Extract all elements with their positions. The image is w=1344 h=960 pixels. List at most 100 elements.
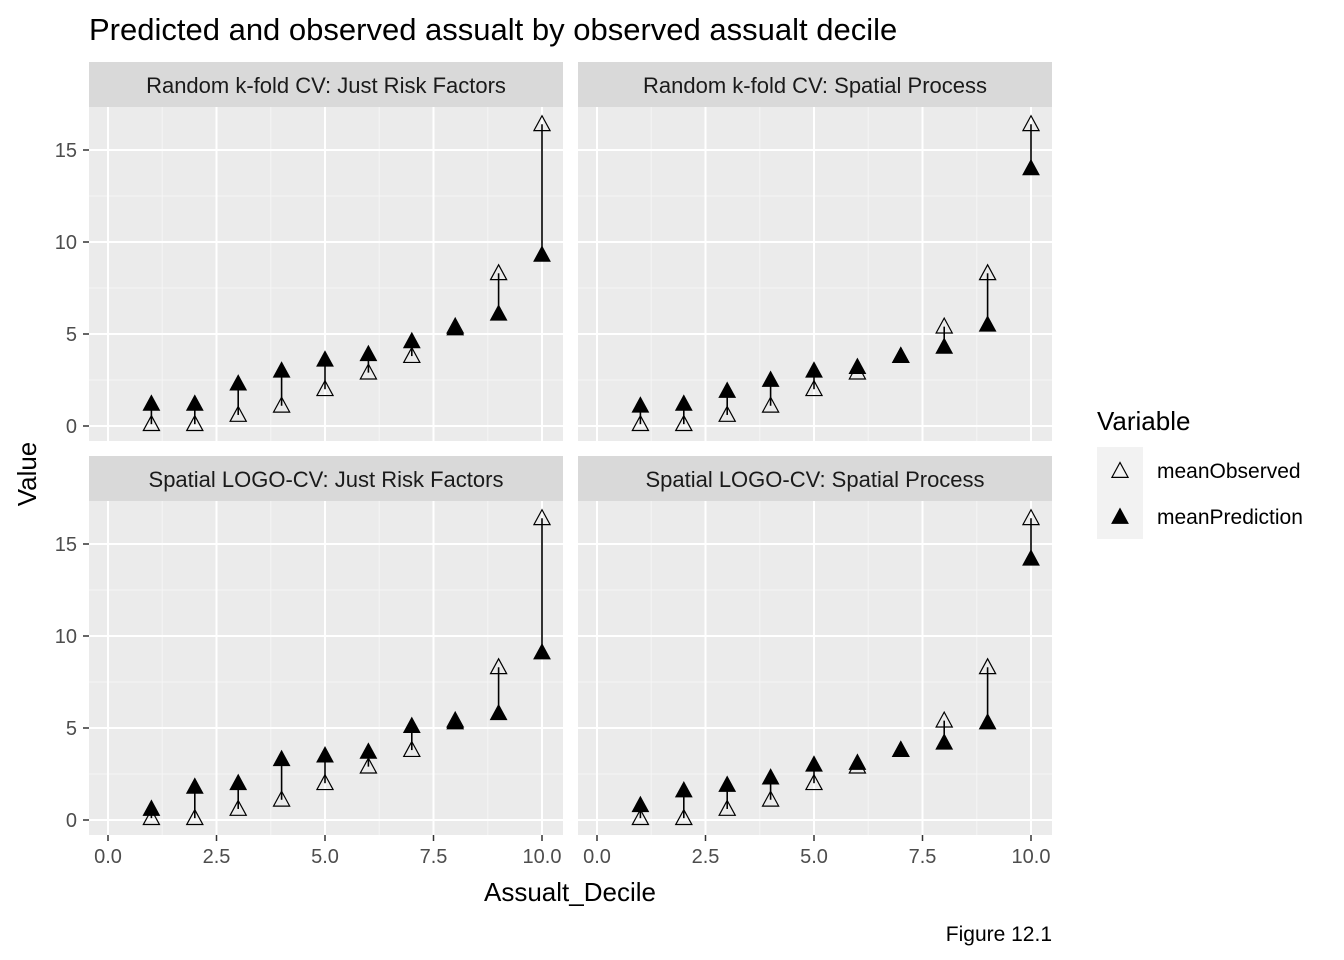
y-tick-label: 10 — [55, 232, 77, 254]
point-mean-prediction — [402, 716, 421, 734]
point-mean-prediction — [142, 394, 161, 411]
point-mean-prediction — [316, 746, 334, 763]
point-mean-observed — [532, 114, 552, 132]
point-mean-observed — [848, 756, 867, 774]
point-mean-prediction — [935, 337, 954, 354]
point-mean-prediction — [359, 344, 378, 362]
point-mean-observed — [674, 414, 693, 432]
point-mean-prediction — [848, 357, 867, 374]
x-axis-title: Assualt_Decile — [484, 877, 656, 907]
legend-entry-label: meanPrediction — [1157, 506, 1303, 529]
point-mean-observed — [142, 808, 161, 826]
facet-strip — [578, 456, 1052, 501]
point-mean-prediction — [978, 315, 997, 332]
point-mean-observed — [185, 808, 204, 826]
point-mean-observed — [761, 396, 780, 413]
y-tick-label: 0 — [66, 810, 77, 832]
point-mean-observed — [631, 808, 650, 826]
x-tick-label: 7.5 — [909, 846, 937, 868]
point-mean-prediction — [805, 755, 823, 772]
point-mean-observed — [891, 346, 910, 364]
y-tick-label: 0 — [66, 416, 77, 438]
point-mean-observed — [446, 316, 465, 334]
chart-title: Predicted and observed assualt by observ… — [89, 12, 897, 47]
facet-panel: Random k-fold CV: Spatial Process — [578, 62, 1052, 441]
point-mean-observed — [489, 263, 508, 281]
point-mean-observed — [935, 710, 954, 728]
point-mean-prediction — [316, 350, 334, 367]
point-mean-observed — [761, 790, 780, 807]
point-mean-observed — [978, 263, 997, 281]
y-tick-label: 5 — [66, 718, 77, 740]
point-mean-observed — [142, 414, 161, 432]
point-mean-observed — [674, 808, 693, 826]
point-mean-observed — [315, 379, 335, 397]
point-mean-observed — [315, 773, 335, 791]
point-mean-prediction — [935, 733, 954, 750]
point-mean-observed — [446, 710, 465, 728]
panels: Random k-fold CV: Just Risk Factors 0 5 10 1… — [55, 62, 1052, 868]
figure-caption: Figure 12.1 — [946, 923, 1052, 946]
facet-strip — [578, 62, 1052, 107]
y-tick-label: 10 — [55, 626, 77, 648]
facet-panel: Spatial LOGO-CV: Just Risk Factors 0 5 10 15… — [55, 456, 563, 868]
x-tick-label: 10.0 — [523, 846, 562, 868]
point-mean-observed — [185, 414, 204, 432]
y-axis-title: Value — [12, 442, 42, 507]
point-mean-observed — [848, 362, 867, 380]
point-mean-prediction — [674, 781, 693, 798]
y-tick-label: 15 — [55, 140, 77, 162]
x-tick-label: 7.5 — [420, 846, 448, 868]
point-mean-prediction — [718, 381, 737, 398]
point-mean-observed — [978, 657, 997, 675]
point-mean-observed — [804, 773, 824, 791]
point-mean-observed — [272, 396, 291, 413]
point-mean-prediction — [229, 374, 248, 391]
point-mean-observed — [229, 799, 248, 816]
legend-title: Variable — [1097, 406, 1190, 436]
point-mean-prediction — [761, 370, 780, 387]
point-mean-prediction — [761, 768, 780, 785]
facet-strip-label: Random k-fold CV: Spatial Process — [643, 73, 987, 98]
point-mean-prediction — [1022, 158, 1040, 176]
legend-symbol-observed — [1110, 461, 1130, 478]
point-mean-prediction — [631, 795, 650, 813]
point-mean-prediction — [533, 245, 551, 262]
point-mean-prediction — [272, 749, 291, 767]
point-mean-observed — [804, 379, 824, 397]
point-mean-observed — [1021, 114, 1041, 132]
point-mean-prediction — [1022, 549, 1040, 566]
point-mean-prediction — [446, 712, 465, 730]
point-mean-observed — [272, 790, 291, 807]
x-tick-label: 0.0 — [583, 846, 611, 868]
legend-key — [1097, 447, 1143, 493]
point-mean-prediction — [533, 643, 551, 660]
x-tick-label: 2.5 — [203, 846, 231, 868]
point-mean-observed — [1021, 508, 1041, 526]
facet-panel: Random k-fold CV: Just Risk Factors 0 5 10 1… — [55, 62, 563, 441]
point-mean-observed — [718, 799, 737, 816]
y-tick-label: 15 — [55, 534, 77, 556]
facet-strip-label: Random k-fold CV: Just Risk Factors — [146, 73, 506, 98]
x-tick-label: 5.0 — [311, 846, 339, 868]
point-mean-prediction — [674, 394, 693, 411]
point-mean-prediction — [272, 361, 291, 378]
legend-entry-label: meanObserved — [1157, 460, 1301, 483]
point-mean-observed — [229, 405, 248, 422]
point-mean-prediction — [229, 773, 248, 791]
point-mean-prediction — [185, 394, 204, 411]
point-mean-prediction — [489, 304, 508, 321]
point-mean-prediction — [805, 361, 823, 378]
point-mean-observed — [402, 740, 421, 758]
legend: Variable meanObserved meanPrediction — [1097, 406, 1303, 539]
legend-symbol-prediction — [1111, 507, 1129, 524]
point-mean-observed — [359, 756, 378, 774]
point-mean-prediction — [185, 777, 204, 794]
point-mean-prediction — [489, 703, 508, 721]
point-mean-observed — [935, 316, 954, 334]
y-tick-label: 5 — [66, 324, 77, 346]
point-mean-observed — [891, 740, 910, 758]
point-mean-observed — [718, 405, 737, 422]
